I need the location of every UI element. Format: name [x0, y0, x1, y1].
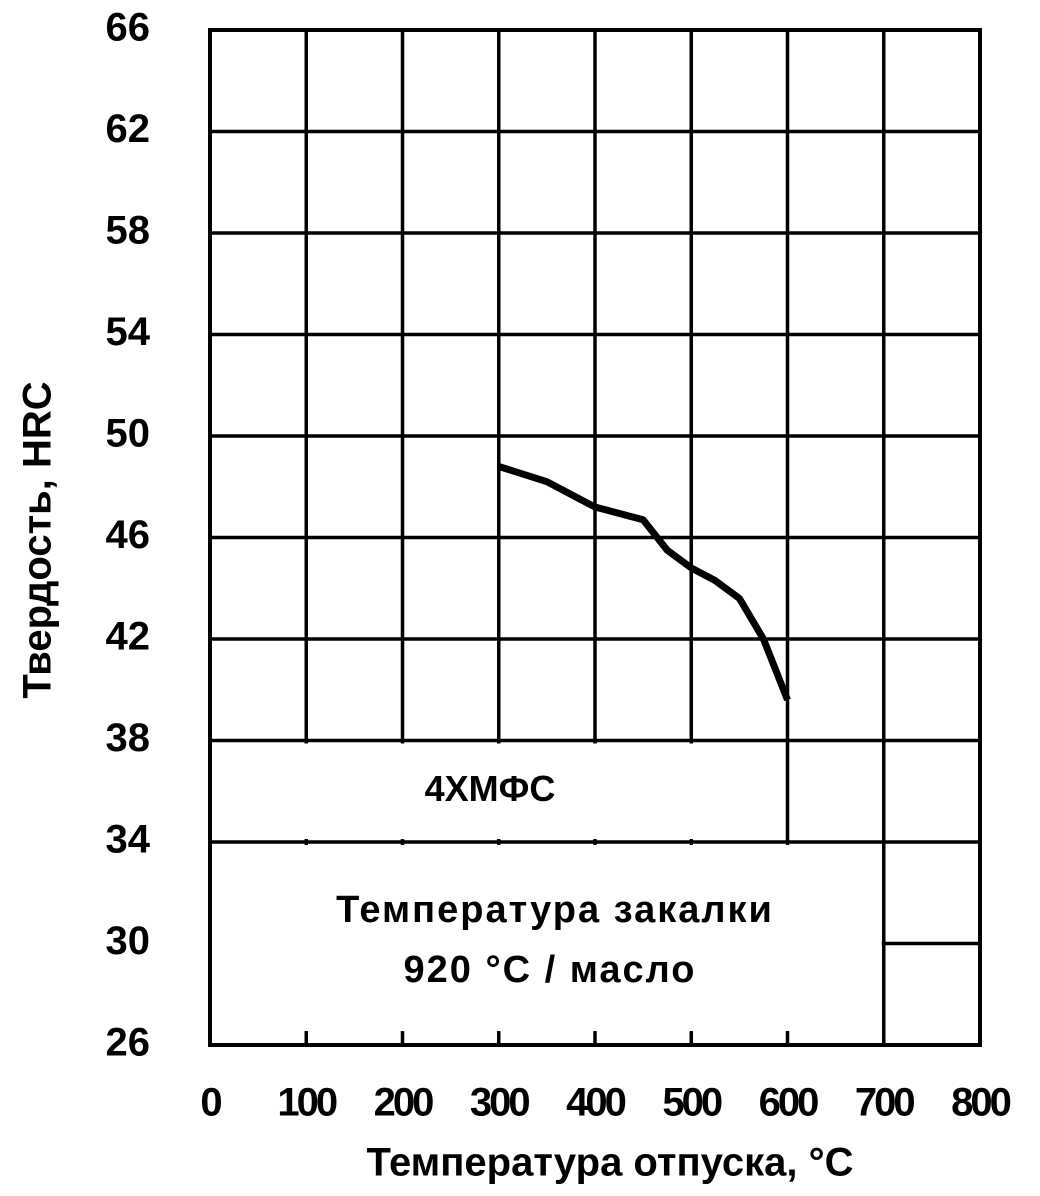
x-tick-label: 0	[200, 1081, 221, 1125]
y-tick-label: 46	[106, 513, 151, 557]
annotation-box	[212, 743, 786, 839]
y-tick-label: 66	[106, 6, 151, 50]
y-tick-label: 26	[106, 1021, 151, 1065]
x-tick-label: 100	[277, 1081, 336, 1125]
annotation-box	[212, 845, 882, 1043]
y-tick-label: 62	[106, 107, 151, 151]
x-tick-label: 700	[855, 1081, 914, 1125]
y-tick-label: 38	[106, 716, 151, 760]
x-tick-label: 600	[759, 1081, 818, 1125]
y-tick-label: 54	[106, 310, 151, 354]
annotation: Температура закалки	[336, 889, 774, 931]
x-tick-label: 400	[566, 1081, 625, 1125]
x-tick-label: 500	[662, 1081, 721, 1125]
x-tick-label: 200	[374, 1081, 433, 1125]
y-tick-label: 34	[106, 818, 151, 862]
y-tick-label: 30	[106, 919, 151, 963]
x-tick-label: 300	[470, 1081, 529, 1125]
annotation: 4ХМФС	[425, 768, 556, 809]
y-tick-label: 50	[106, 412, 151, 456]
x-axis-label: Температура отпуска, °С	[367, 1141, 854, 1185]
data-line	[497, 463, 791, 702]
annotation: 920 °С / масло	[404, 949, 697, 991]
plot-border	[208, 28, 982, 1047]
y-tick-label: 58	[106, 209, 151, 253]
x-tick-label: 800	[951, 1081, 1010, 1125]
y-axis-label: Твердость, HRC	[16, 381, 60, 698]
y-tick-label: 42	[106, 615, 151, 659]
